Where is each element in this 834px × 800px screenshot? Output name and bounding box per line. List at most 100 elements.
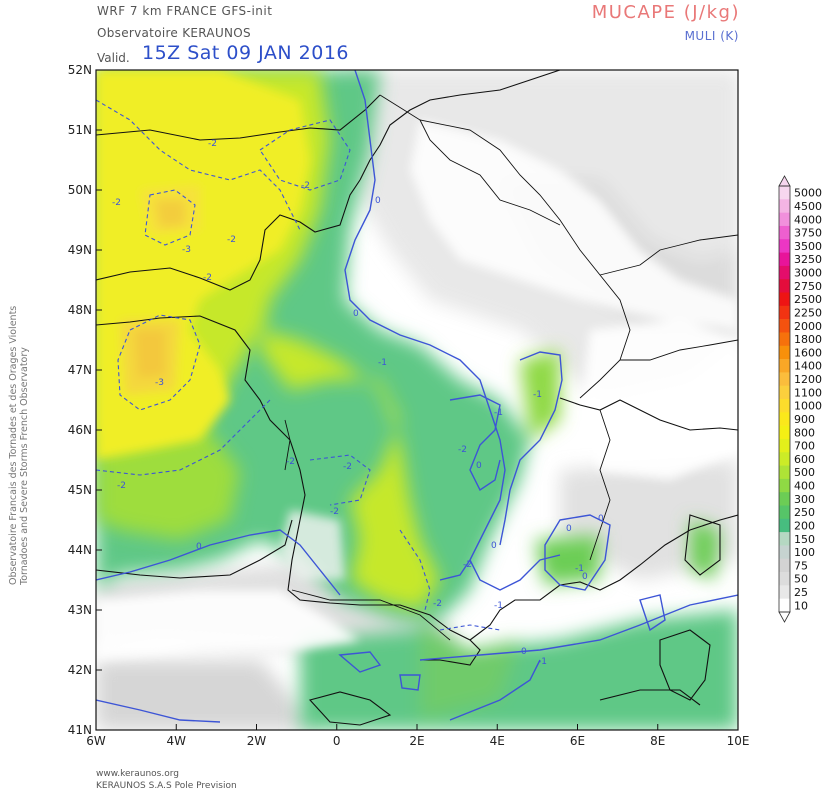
- contour-label: -2: [343, 462, 352, 472]
- lat-label: 49N: [68, 243, 92, 257]
- colorbar-swatch: [779, 572, 790, 586]
- organization-title: Observatoire KERAUNOS: [97, 26, 251, 40]
- footer: www.keraunos.org KERAUNOS S.A.S Pole Pre…: [96, 768, 237, 792]
- lon-label: 4W: [167, 734, 187, 748]
- contour-label: 0: [521, 647, 527, 657]
- contour-variable-title: MULI (K): [684, 29, 739, 43]
- footer-company: KERAUNOS S.A.S Pole Prevision: [96, 781, 237, 791]
- colorbar-swatch: [779, 505, 790, 520]
- colorbar-label: 4000: [794, 213, 822, 226]
- colorbar-top-arrow: [778, 175, 791, 187]
- colorbar-swatch: [779, 385, 790, 400]
- contour-label: -3: [155, 378, 164, 388]
- lat-label: 51N: [68, 123, 92, 137]
- colorbar-swatch: [779, 212, 790, 227]
- lat-label: 42N: [68, 663, 92, 677]
- colorbar-swatch: [779, 532, 790, 546]
- lon-label: 2E: [409, 734, 424, 748]
- contour-label: -1: [494, 601, 503, 611]
- colorbar-swatch: [779, 412, 790, 426]
- contour-label: -2: [301, 181, 310, 191]
- contour-label: -2: [227, 235, 236, 245]
- colorbar-label: 900: [794, 413, 815, 426]
- contour-label: 0: [582, 572, 588, 582]
- lat-label: 50N: [68, 183, 92, 197]
- contour-label: -2: [433, 599, 442, 609]
- contour-label: 0: [476, 461, 482, 471]
- colorbar-label: 500: [794, 466, 815, 479]
- colorbar-swatch: [779, 199, 790, 213]
- contour-label: -1: [378, 358, 387, 368]
- valid-label: Valid.: [97, 51, 130, 65]
- contour-label: -3: [182, 245, 191, 255]
- lon-label: 6W: [86, 734, 106, 748]
- colorbar-swatch: [779, 252, 790, 267]
- lon-label: 4E: [490, 734, 505, 748]
- colorbar-label: 3250: [794, 253, 822, 266]
- lon-label: 2W: [247, 734, 267, 748]
- colorbar-swatch: [779, 279, 790, 293]
- colorbar-frame: [778, 185, 791, 613]
- colorbar-label: 150: [794, 533, 815, 546]
- contour-label: 0: [375, 196, 381, 206]
- colorbar-label: 1200: [794, 373, 822, 386]
- contour-label: 0: [196, 542, 202, 552]
- colorbar-swatch: [779, 372, 790, 386]
- colorbar-swatch: [779, 558, 790, 573]
- colorbar-label: 25: [794, 586, 808, 599]
- lat-label: 47N: [68, 363, 92, 377]
- coastlines: [96, 70, 738, 726]
- contour-label: 0: [353, 309, 359, 319]
- colorbar-label: 300: [794, 493, 815, 506]
- colorbar-label: 600: [794, 453, 815, 466]
- colorbar-swatch: [779, 292, 790, 307]
- lat-label: 43N: [68, 603, 92, 617]
- colorbar-swatch: [779, 478, 790, 493]
- colorbar-swatch: [779, 265, 790, 280]
- muli-contours: [96, 70, 738, 723]
- colorbar-swatch: [779, 492, 790, 506]
- contour-label: -2: [463, 560, 472, 570]
- lat-label: 46N: [68, 423, 92, 437]
- colorbar-bottom-arrow: [778, 611, 791, 623]
- colorbar-swatch: [779, 438, 790, 453]
- colorbar-swatch: [779, 186, 790, 200]
- colorbar-label: 3500: [794, 240, 822, 253]
- contour-label: -2: [458, 445, 467, 455]
- colorbar-swatch: [779, 598, 790, 613]
- contour-label: -2: [208, 139, 217, 149]
- colorbar-label: 1000: [794, 400, 822, 413]
- colorbar-label: 5000: [794, 187, 822, 200]
- colorbar-label: 50: [794, 573, 808, 586]
- colorbar-swatch: [779, 345, 790, 360]
- mucape-shading: [96, 70, 738, 730]
- lat-label: 52N: [68, 63, 92, 77]
- colorbar-swatch: [779, 585, 790, 599]
- colorbar-swatch: [779, 425, 790, 440]
- colorbar-swatch: [779, 319, 790, 333]
- valid-time: 15Z Sat 09 JAN 2016: [142, 42, 350, 64]
- colorbar-label: 200: [794, 519, 815, 532]
- lon-label: 8E: [650, 734, 665, 748]
- colorbar-label: 75: [794, 559, 808, 572]
- colorbar-swatch: [779, 359, 790, 373]
- lat-label: 48N: [68, 303, 92, 317]
- colorbar-label: 250: [794, 506, 815, 519]
- longitude-axis: 6W 4W 2W 0 2E 4E 6E 8E 10E: [86, 724, 749, 748]
- lat-label: 44N: [68, 543, 92, 557]
- contour-label: -2: [112, 198, 121, 208]
- colorbar-swatch: [779, 225, 790, 240]
- contour-label: 0: [598, 514, 604, 524]
- colorbar-swatch: [779, 465, 790, 480]
- colorbar-label: 1100: [794, 386, 822, 399]
- colorbar-label: 3000: [794, 267, 822, 280]
- lon-label: 10E: [727, 734, 750, 748]
- colorbar-label: 4500: [794, 200, 822, 213]
- colorbar-label: 1600: [794, 346, 822, 359]
- colorbar-swatch: [779, 518, 790, 533]
- contour-label: -2: [117, 481, 126, 491]
- colorbar-label: 800: [794, 426, 815, 439]
- contour-label: -1: [533, 390, 542, 400]
- latitude-axis: 52N 51N 50N 49N 48N 47N 46N 45N 44N 43N 42N 41N: [68, 63, 102, 737]
